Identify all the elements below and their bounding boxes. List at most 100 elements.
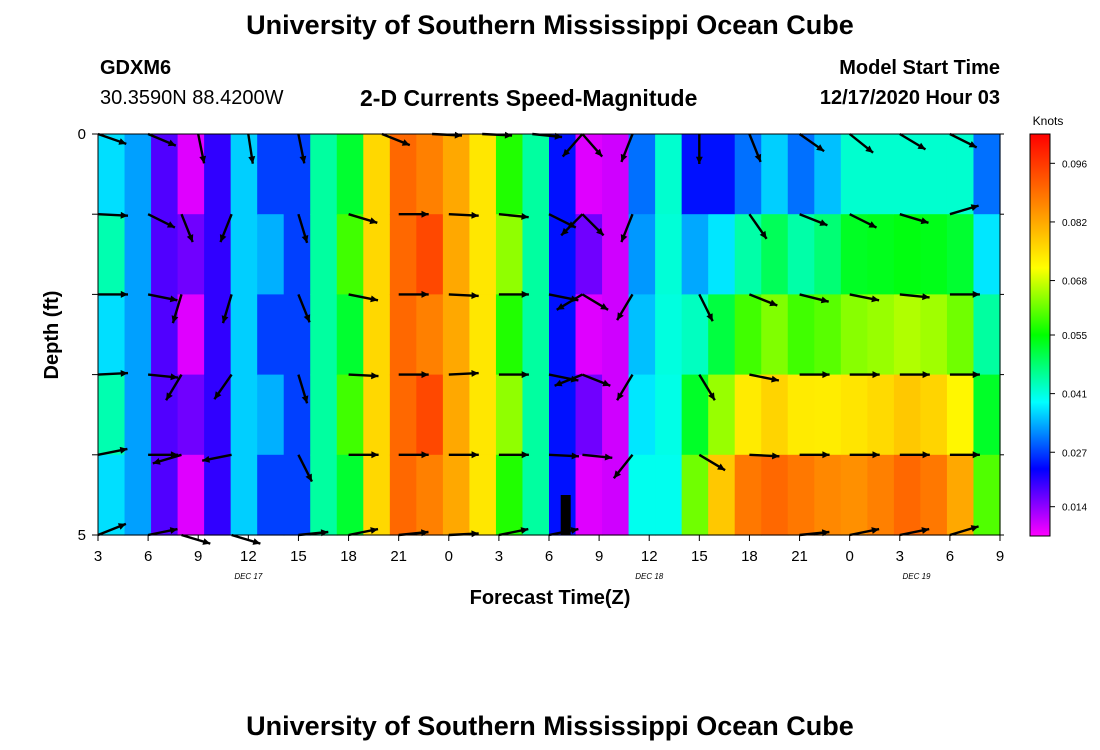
heatmap-cell (389, 134, 417, 215)
vector-arrowhead (169, 527, 178, 534)
vector-arrowhead (917, 142, 926, 150)
heatmap-cell (495, 454, 524, 536)
heatmap-cell (787, 214, 815, 295)
heatmap-cell (389, 454, 417, 536)
vector-arrowhead (972, 371, 980, 379)
heatmap-cell (98, 454, 126, 536)
heatmap-cell (522, 294, 550, 376)
vector-arrowhead (571, 452, 579, 460)
heatmap-cell (628, 134, 656, 215)
y-tick-label: 5 (78, 527, 86, 544)
heatmap-cell (761, 374, 789, 456)
vector-arrowhead (771, 375, 779, 383)
vector-arrowhead (170, 373, 178, 381)
heatmap-cell (98, 134, 126, 215)
time-marker-bar (560, 495, 571, 535)
heatmap-cell (814, 374, 842, 456)
vector-arrowhead (561, 227, 569, 236)
current-vectors (97, 131, 980, 545)
heatmap-cell (734, 374, 762, 456)
heatmap-cell (442, 134, 471, 215)
heatmap-cell (840, 214, 868, 295)
heatmap-cell (495, 134, 524, 215)
heatmap-cell (230, 374, 258, 456)
vector-arrowhead (617, 312, 624, 321)
footer-title: University of Southern Mississippi Ocean… (246, 711, 854, 741)
vector-arrowhead (371, 372, 379, 380)
heatmap-cell (124, 374, 152, 456)
heatmap-cell (204, 134, 232, 215)
vector-arrowhead (594, 148, 603, 157)
heatmap-cell (522, 454, 550, 536)
x-axis-label: Forecast Time(Z) (470, 587, 631, 609)
heatmap-cell (840, 454, 868, 536)
heatmap-cell (257, 374, 285, 456)
colorbar-unit: Knots (1033, 114, 1064, 128)
heatmap-cell (442, 294, 471, 376)
heatmap-cell (495, 294, 524, 376)
x-tick-label: 9 (595, 548, 603, 565)
heatmap-cell (416, 374, 444, 456)
vector-arrowhead (970, 525, 979, 532)
vector-arrowhead (521, 290, 529, 298)
heatmap-cell (416, 214, 444, 295)
vector-arrowhead (471, 211, 479, 219)
heatmap-cell (655, 294, 683, 376)
heatmap-cell (946, 134, 975, 215)
heatmap-cell (575, 214, 603, 295)
vector-arrowhead (822, 451, 830, 459)
vector-arrowhead (120, 211, 128, 219)
vector-arrowhead (202, 455, 210, 463)
vector-arrowhead (620, 153, 628, 162)
vector-arrowhead (769, 299, 778, 307)
x-tick-label: 3 (896, 548, 904, 565)
vector-arrowhead (421, 371, 429, 379)
vector-arrowhead (556, 303, 565, 310)
heatmap-cell (628, 214, 656, 295)
heatmap-cell (310, 294, 338, 376)
heatmap-cell (946, 214, 975, 295)
vector-arrowhead (570, 527, 579, 534)
heatmap-cell (230, 294, 258, 376)
heatmap-cell (840, 374, 868, 456)
vector-arrowhead (872, 371, 880, 379)
heatmap-cell (920, 374, 948, 456)
vector-arrowhead (299, 155, 307, 164)
heatmap-cell (761, 134, 789, 215)
x-tick-label: 0 (845, 548, 853, 565)
heatmap-cell (204, 454, 232, 536)
vector-arrowhead (305, 473, 312, 482)
vector-arrowhead (221, 315, 229, 324)
vector-arrowhead (520, 527, 529, 534)
vector-arrowhead (252, 538, 261, 545)
heatmap-cell (363, 454, 391, 536)
heatmap-cell (946, 294, 975, 376)
vector-arrowhead (370, 295, 378, 303)
vector-arrowhead (119, 446, 128, 454)
heatmap-cell (416, 294, 444, 376)
vector-arrowhead (167, 139, 176, 147)
vector-arrowhead (754, 153, 762, 162)
heatmap-cell (575, 294, 603, 376)
heatmap-cell (787, 454, 815, 536)
heatmap-cell (814, 294, 842, 376)
heatmap-cell (575, 454, 603, 536)
heatmap-cell (495, 374, 524, 456)
vector-arrowhead (248, 156, 256, 164)
heatmap-cell (363, 134, 391, 215)
vector-arrowhead (186, 234, 194, 243)
heatmap-cell (787, 294, 815, 376)
vector-arrowhead (166, 392, 173, 401)
heatmap-cell (734, 454, 762, 536)
vector-arrowhead (871, 527, 880, 534)
heatmap-cell (708, 374, 736, 456)
vector-arrowhead (371, 451, 379, 459)
heatmap-cell (98, 374, 126, 456)
vector-arrowhead (301, 395, 309, 404)
heatmap-cell (310, 134, 338, 215)
vector-arrowhead (970, 204, 979, 211)
heatmap-cell (442, 214, 471, 295)
x-tick-label: 12 (240, 548, 257, 565)
x-tick-label: 18 (340, 548, 357, 565)
